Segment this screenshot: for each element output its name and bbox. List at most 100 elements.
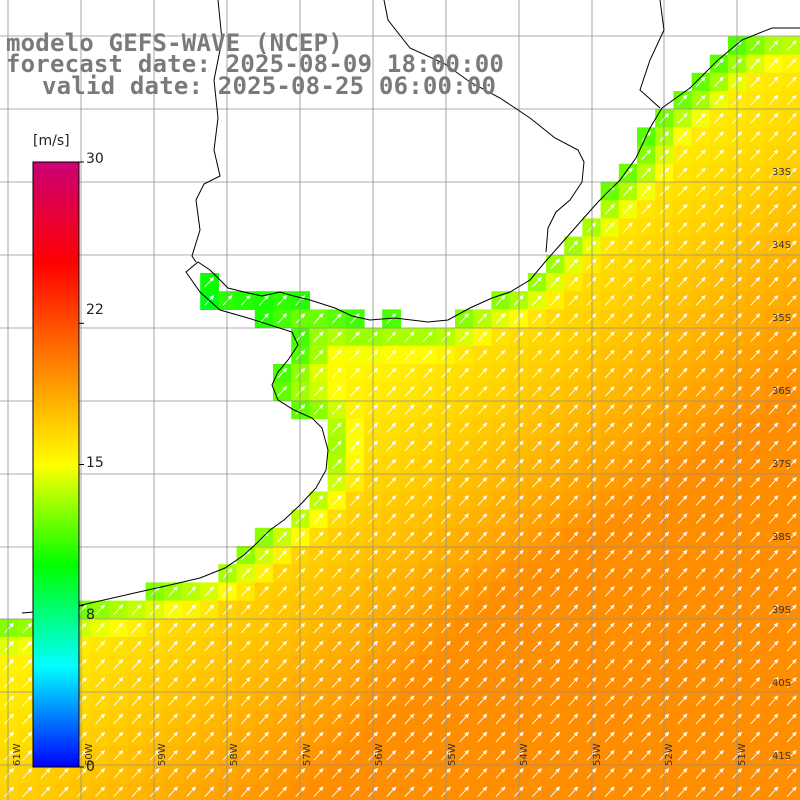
wind-arrow xyxy=(386,331,397,342)
field-cell xyxy=(746,509,765,529)
wind-arrow xyxy=(677,222,688,233)
wind-arrow xyxy=(750,258,761,270)
field-cell xyxy=(728,436,747,456)
wind-arrow xyxy=(604,258,615,270)
field-cell xyxy=(345,509,365,529)
wind-arrow xyxy=(750,349,761,361)
field-cell xyxy=(327,436,347,456)
wind-arrow xyxy=(568,295,579,306)
wind-arrow xyxy=(750,222,761,233)
wind-arrow xyxy=(641,295,652,306)
wind-arrow xyxy=(695,94,706,106)
wind-arrow xyxy=(277,367,288,379)
field-cell xyxy=(728,91,747,110)
field-cell xyxy=(400,436,420,456)
lon-label-59w: 59W xyxy=(157,743,168,766)
wind-arrow xyxy=(568,276,579,288)
wind-arrow xyxy=(695,76,706,88)
field-cell xyxy=(728,72,747,92)
wind-arrow xyxy=(713,76,724,88)
wind-arrow xyxy=(641,185,652,197)
wind-arrow xyxy=(622,349,633,361)
wind-arrow xyxy=(622,313,633,324)
wind-arrow xyxy=(331,367,342,379)
field-cell xyxy=(527,436,547,456)
wind-arrow xyxy=(622,331,633,342)
wind-arrow xyxy=(622,240,633,251)
field-cell xyxy=(764,436,784,456)
field-cell xyxy=(691,91,711,110)
wind-arrow xyxy=(713,94,724,106)
wind-arrow xyxy=(313,367,324,379)
wind-arrow xyxy=(495,331,506,342)
field-cell xyxy=(764,91,784,110)
wind-arrow xyxy=(568,258,579,270)
wind-arrow xyxy=(531,276,542,288)
wind-arrow xyxy=(768,276,779,288)
wind-arrow xyxy=(786,276,797,288)
wind-arrow xyxy=(768,222,779,233)
wind-arrow xyxy=(786,331,797,342)
wind-arrow xyxy=(568,349,579,361)
wind-arrow xyxy=(786,167,797,179)
field-cell xyxy=(655,509,674,529)
wind-arrow xyxy=(531,313,542,324)
field-cell xyxy=(309,509,329,529)
wind-arrow xyxy=(277,313,288,324)
field-cell xyxy=(618,509,638,529)
wind-arrow xyxy=(459,313,470,324)
field-cell xyxy=(709,509,729,529)
wind-arrow xyxy=(768,76,779,88)
field-cell xyxy=(709,72,729,92)
wind-arrow xyxy=(713,313,724,324)
field-cell xyxy=(673,109,693,128)
wind-arrow xyxy=(695,167,706,179)
wind-arrow xyxy=(786,240,797,251)
field-cell xyxy=(728,218,747,238)
wind-arrow xyxy=(240,295,251,306)
wind-arrow xyxy=(786,149,797,160)
wind-arrow xyxy=(750,76,761,88)
wind-arrow xyxy=(695,295,706,306)
wind-arrow xyxy=(331,349,342,361)
field-cell xyxy=(637,163,656,183)
wind-arrow xyxy=(641,349,652,361)
field-cell xyxy=(637,254,656,274)
wind-arrow xyxy=(768,349,779,361)
wind-arrow xyxy=(768,40,779,51)
wind-arrow xyxy=(786,203,797,215)
field-cell xyxy=(746,91,765,110)
wind-arrow xyxy=(277,295,288,306)
wind-arrow xyxy=(750,203,761,215)
wind-arrow xyxy=(713,185,724,197)
wind-arrow xyxy=(349,349,360,361)
wind-arrow xyxy=(768,131,779,142)
field-cell xyxy=(728,509,747,529)
field-cell xyxy=(709,254,729,274)
field-cell xyxy=(400,509,420,529)
colorbar-tick-8: 8 xyxy=(86,607,95,623)
lon-label-57w: 57W xyxy=(302,743,313,766)
field-cell xyxy=(764,509,784,529)
wind-arrow xyxy=(641,276,652,288)
field-cell xyxy=(746,218,765,238)
wind-arrow xyxy=(695,276,706,288)
wind-arrow xyxy=(477,331,488,342)
wind-arrow xyxy=(768,203,779,215)
wind-arrow xyxy=(750,131,761,142)
wind-arrow xyxy=(786,58,797,69)
wind-arrow xyxy=(495,295,506,306)
field-cell xyxy=(600,254,620,274)
lon-label-51w: 51W xyxy=(737,743,748,766)
field-cell xyxy=(728,54,747,74)
wind-arrow xyxy=(768,331,779,342)
wind-arrow xyxy=(495,349,506,361)
lon-label-52w: 52W xyxy=(664,743,675,766)
wind-arrow xyxy=(586,240,597,251)
colorbar-gradient xyxy=(32,161,80,768)
field-cell xyxy=(673,163,693,183)
wind-arrow xyxy=(677,94,688,106)
wind-arrow xyxy=(604,240,615,251)
wind-arrow xyxy=(349,313,360,324)
